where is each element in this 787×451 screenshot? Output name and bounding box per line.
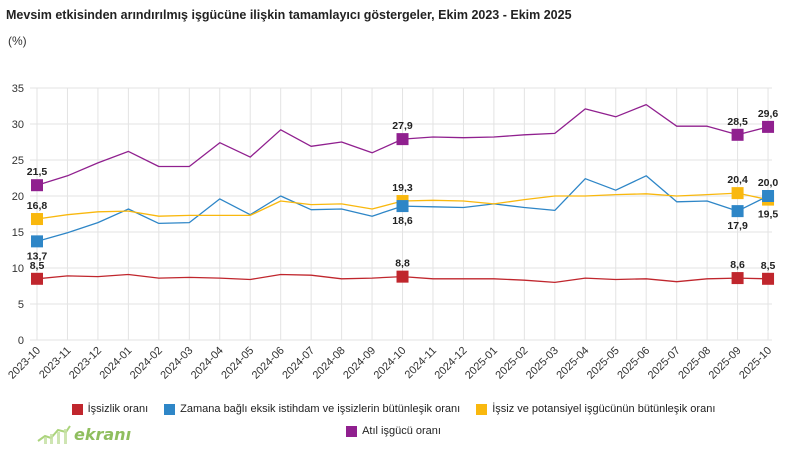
x-tick-label: 2024-02 [128,345,165,382]
logo: ekranı [36,423,131,445]
data-label: 17,9 [727,220,748,232]
y-tick-label: 0 [18,335,24,347]
x-tick-label: 2025-05 [585,345,622,382]
data-marker [31,272,43,285]
data-marker [31,213,43,226]
data-label: 16,8 [27,200,48,212]
x-tick-label: 2025-08 [676,345,713,382]
x-tick-label: 2024-04 [189,345,226,382]
x-tick-label: 2024-05 [219,345,256,382]
x-tick-label: 2024-08 [311,345,348,382]
logo-text: ekranı [74,424,132,444]
chart-candles-icon [37,425,71,444]
legend-item-potential-labour-force: İşsiz ve potansiyel işgücünün bütünleşik… [476,403,715,415]
data-marker [731,272,744,285]
x-tick-label: 2025-01 [463,345,500,382]
x-tick-label: 2025-09 [707,345,744,382]
data-label: 29,6 [758,108,779,120]
data-marker [31,179,43,192]
data-marker [396,270,409,283]
data-label: 13,7 [27,250,48,262]
data-marker [396,133,409,146]
data-marker [731,187,744,200]
data-label: 8,6 [730,259,745,271]
legend-swatch [476,403,488,415]
grid [30,87,772,341]
x-tick-label: 2025-07 [646,345,683,382]
legend-label: Zamana bağlı eksik istihdam ve işsizleri… [180,403,461,415]
x-tick-label: 2023-12 [67,345,104,382]
y-tick-label: 30 [12,119,24,131]
data-marker [731,128,744,141]
y-tick-label: 5 [18,299,24,311]
x-tick-label: 2025-03 [524,345,561,382]
data-marker [731,205,744,218]
legend-label: İşsizlik oranı [87,403,149,415]
legend-item-labour-underutilisation: Atıl işgücü oranı [346,425,441,437]
unit-label: (%) [8,34,27,48]
legend-swatch [164,403,176,415]
x-tick-label: 2024-07 [280,345,317,382]
legend-label: İşsiz ve potansiyel işgücünün bütünleşik… [492,403,716,415]
data-markers [31,120,775,285]
data-label: 20,4 [727,174,748,186]
data-marker [396,200,409,213]
data-marker [762,190,775,202]
x-tick-label: 2024-03 [158,345,195,382]
data-label: 20,0 [758,177,779,189]
x-tick-label: 2023-10 [6,345,43,382]
x-tick-label: 2024-06 [250,345,287,382]
x-tick-label: 2025-06 [615,345,652,382]
x-tick-label: 2024-01 [97,345,134,382]
y-tick-label: 35 [12,83,24,95]
data-label: 19,3 [392,182,413,194]
x-tick-label: 2025-02 [493,345,530,382]
x-tick-label: 2025-04 [554,345,591,382]
data-marker [31,235,43,248]
legend: İşsizlik oranı Zamana bağlı eksik istihd… [0,403,787,415]
data-marker [762,272,775,285]
y-tick-label: 10 [12,263,24,275]
x-tick-label: 2024-10 [372,345,409,382]
legend-item-unemployment: İşsizlik oranı [71,403,149,415]
y-tick-label: 20 [12,191,24,203]
data-label: 27,9 [392,120,413,132]
data-marker [762,120,775,133]
legend-swatch [346,425,358,437]
legend-row-2: Atıl işgücü oranı [0,425,787,437]
data-label: 8,5 [30,260,45,272]
x-tick-label: 2025-10 [737,345,774,382]
data-label: 8,5 [761,260,776,272]
data-label: 28,5 [727,116,748,128]
y-tick-label: 25 [12,155,24,167]
data-label: 21,5 [27,166,48,178]
data-labels: 8,5 8,8 8,6 8,5 16,8 19,3 20,4 19,5 13,7 18,6 17,9… [27,108,779,272]
x-tick-label: 2024-12 [433,345,470,382]
x-tick-label: 2024-09 [341,345,378,382]
data-label: 18,6 [392,215,413,227]
data-label: 8,8 [395,258,410,270]
y-tick-label: 15 [12,227,24,239]
legend-label: Atıl işgücü oranı [362,425,441,437]
data-label: 19,5 [758,209,779,221]
legend-item-time-related-underemployment: Zamana bağlı eksik istihdam ve işsizleri… [164,403,460,415]
chart-title: Mevsim etkisinden arındırılmış işgücüne … [6,8,572,22]
legend-swatch [71,403,83,415]
